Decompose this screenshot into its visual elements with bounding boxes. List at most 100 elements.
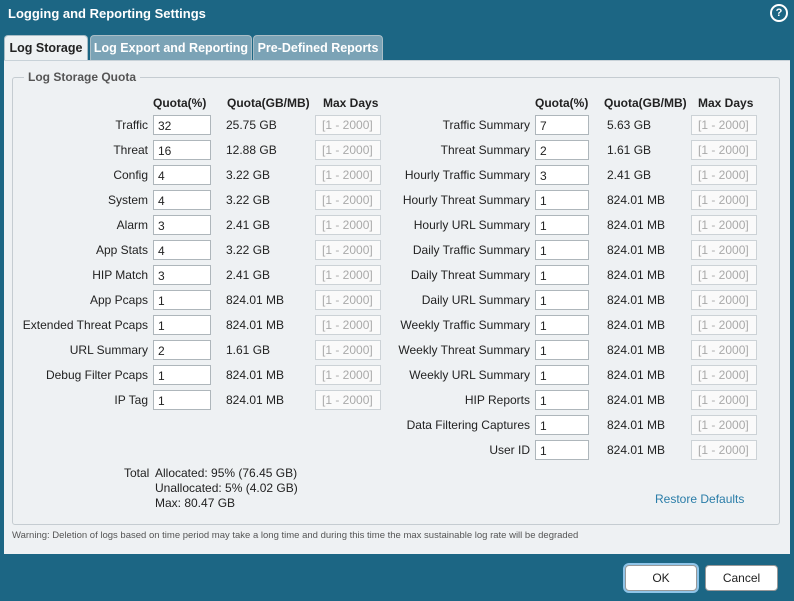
quota-percent-input[interactable]: 1 (535, 240, 589, 260)
warning-text: Warning: Deletion of logs based on time … (12, 530, 579, 541)
quota-row-label: Threat Summary (440, 143, 530, 157)
quota-percent-input[interactable]: 1 (153, 290, 211, 310)
quota-row: Data Filtering Captures 1 824.01 MB [1 - 20… (4, 414, 784, 436)
quota-percent-input[interactable]: 1 (535, 215, 589, 235)
quota-percent-input[interactable]: 1 (153, 365, 211, 385)
quota-row-label: Extended Threat Pcaps (22, 318, 148, 332)
max-days-input[interactable]: [1 - 2000] (315, 115, 381, 135)
quota-percent-input[interactable]: 1 (153, 390, 211, 410)
cancel-button[interactable]: Cancel (705, 565, 778, 591)
quota-row-label: Traffic (115, 118, 148, 132)
max-days-input[interactable]: [1 - 2000] (315, 290, 381, 310)
quota-percent-input[interactable]: 4 (153, 240, 211, 260)
quota-percent-input[interactable]: 1 (535, 190, 589, 210)
max-days-input[interactable]: [1 - 2000] (315, 240, 381, 260)
quota-percent-input[interactable]: 1 (535, 365, 589, 385)
quota-row: Hourly Threat Summary 1 824.01 MB [1 - 2000… (4, 189, 784, 211)
max-days-input[interactable]: [1 - 2000] (691, 240, 757, 260)
quota-size-value: 824.01 MB (607, 318, 666, 332)
quota-percent-input[interactable]: 3 (153, 265, 211, 285)
max-days-input[interactable]: [1 - 2000] (691, 315, 757, 335)
quota-row-label: App Pcaps (89, 293, 148, 307)
quota-percent-input[interactable]: 4 (153, 165, 211, 185)
max-days-input[interactable]: [1 - 2000] (315, 140, 381, 160)
max-days-input[interactable]: [1 - 2000] (691, 265, 757, 285)
max-days-input[interactable]: [1 - 2000] (315, 215, 381, 235)
quota-size-value: 1.61 GB (226, 343, 271, 357)
quota-row: App Pcaps 1 824.01 MB [1 - 2000] (4, 289, 784, 311)
quota-percent-input[interactable]: 3 (153, 215, 211, 235)
max-days-input[interactable]: [1 - 2000] (691, 115, 757, 135)
max-days-input[interactable]: [1 - 2000] (691, 215, 757, 235)
max-days-input[interactable]: [1 - 2000] (315, 315, 381, 335)
max-days-input[interactable]: [1 - 2000] (691, 165, 757, 185)
max-days-input[interactable]: [1 - 2000] (691, 365, 757, 385)
quota-percent-input[interactable]: 1 (535, 290, 589, 310)
quota-row: Traffic 32 25.75 GB [1 - 2000] (4, 114, 784, 136)
quota-size-value: 3.22 GB (226, 193, 271, 207)
max-days-input[interactable]: [1 - 2000] (315, 390, 381, 410)
header-max-days-right: Max Days (698, 96, 754, 110)
max-days-input[interactable]: [1 - 2000] (691, 390, 757, 410)
quota-size-value: 12.88 GB (226, 143, 277, 157)
quota-row: Weekly URL Summary 1 824.01 MB [1 - 2000] (4, 364, 784, 386)
quota-percent-input[interactable]: 16 (153, 140, 211, 160)
quota-percent-input[interactable]: 1 (535, 315, 589, 335)
header-max-days-left: Max Days (323, 96, 379, 110)
quota-row-label: App Stats (95, 243, 148, 257)
quota-percent-input[interactable]: 2 (153, 340, 211, 360)
quota-row-label: Weekly Threat Summary (398, 343, 530, 357)
max-days-input[interactable]: [1 - 2000] (691, 440, 757, 460)
quota-percent-input[interactable]: 1 (153, 315, 211, 335)
tab-pre-defined-reports[interactable]: Pre-Defined Reports (253, 35, 383, 60)
quota-percent-input[interactable]: 7 (535, 115, 589, 135)
max-days-input[interactable]: [1 - 2000] (691, 415, 757, 435)
quota-percent-input[interactable]: 2 (535, 140, 589, 160)
quota-row-label: Config (113, 168, 148, 182)
quota-row-label: HIP Reports (464, 393, 530, 407)
quota-size-value: 824.01 MB (607, 268, 666, 282)
quota-percent-input[interactable]: 1 (535, 415, 589, 435)
quota-row: Extended Threat Pcaps 1 824.01 MB [1 - 2000… (4, 314, 784, 336)
quota-row: Weekly Traffic Summary 1 824.01 MB [1 - 200… (4, 314, 784, 336)
quota-row: Daily Threat Summary 1 824.01 MB [1 - 2000] (4, 264, 784, 286)
total-values: Allocated: 95% (76.45 GB) Unallocated: 5… (155, 466, 298, 511)
quota-row: Config 4 3.22 GB [1 - 2000] (4, 164, 784, 186)
quota-percent-input[interactable]: 1 (535, 265, 589, 285)
quota-row: Weekly Threat Summary 1 824.01 MB [1 - 2000… (4, 339, 784, 361)
max-days-input[interactable]: [1 - 2000] (315, 265, 381, 285)
quota-percent-input[interactable]: 1 (535, 390, 589, 410)
quota-row-label: Daily URL Summary (421, 293, 530, 307)
tab-log-export-and-reporting[interactable]: Log Export and Reporting (90, 35, 252, 60)
quota-percent-input[interactable]: 1 (535, 340, 589, 360)
quota-percent-input[interactable]: 1 (535, 440, 589, 460)
help-icon[interactable]: ? (770, 4, 788, 22)
header-quota-pct-right: Quota(%) (535, 96, 589, 110)
quota-percent-input[interactable]: 3 (535, 165, 589, 185)
max-days-input[interactable]: [1 - 2000] (691, 140, 757, 160)
quota-row-label: Daily Traffic Summary (412, 243, 530, 257)
max-days-input[interactable]: [1 - 2000] (315, 165, 381, 185)
quota-size-value: 25.75 GB (226, 118, 277, 132)
quota-percent-input[interactable]: 4 (153, 190, 211, 210)
max-days-input[interactable]: [1 - 2000] (691, 340, 757, 360)
quota-size-value: 824.01 MB (607, 193, 666, 207)
quota-row: App Stats 4 3.22 GB [1 - 2000] (4, 239, 784, 261)
tab-log-storage[interactable]: Log Storage (4, 35, 88, 62)
quota-size-value: 824.01 MB (607, 393, 666, 407)
quota-size-value: 824.01 MB (226, 393, 285, 407)
quota-percent-input[interactable]: 32 (153, 115, 211, 135)
quota-row: Hourly URL Summary 1 824.01 MB [1 - 2000] (4, 214, 784, 236)
quota-size-value: 824.01 MB (607, 243, 666, 257)
quota-row-label: Threat (113, 143, 148, 157)
max-days-input[interactable]: [1 - 2000] (315, 365, 381, 385)
ok-button[interactable]: OK (625, 565, 697, 591)
quota-size-value: 2.41 GB (607, 168, 652, 182)
max-days-input[interactable]: [1 - 2000] (691, 290, 757, 310)
max-days-input[interactable]: [1 - 2000] (315, 340, 381, 360)
max-days-input[interactable]: [1 - 2000] (315, 190, 381, 210)
max-days-input[interactable]: [1 - 2000] (691, 190, 757, 210)
restore-defaults-link[interactable]: Restore Defaults (655, 492, 745, 506)
total-label: Total (124, 466, 150, 480)
quota-row-label: System (107, 193, 148, 207)
